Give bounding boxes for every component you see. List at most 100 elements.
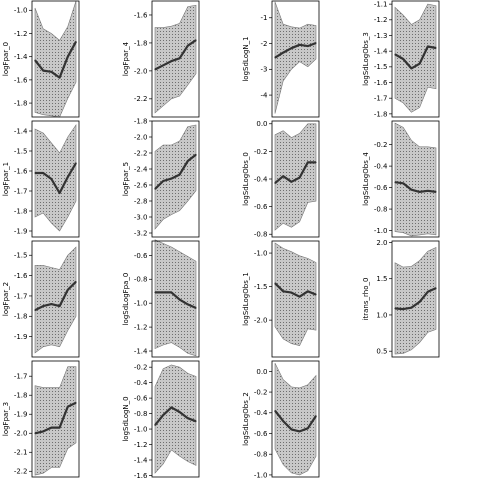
data-point bbox=[59, 305, 61, 307]
y-tick-label: -2.2 bbox=[134, 149, 148, 157]
y-tick-label: -1.0 bbox=[14, 7, 28, 15]
y-tick-label: -1.9 bbox=[14, 411, 28, 419]
data-point bbox=[154, 68, 156, 71]
data-point bbox=[402, 58, 404, 60]
data-point bbox=[50, 71, 53, 73]
data-point bbox=[307, 427, 309, 429]
y-tick-label: -1.4 bbox=[14, 127, 28, 135]
data-point bbox=[299, 177, 301, 179]
confidence-band bbox=[394, 122, 437, 237]
y-axis-label: logSdLogN_0 bbox=[122, 396, 130, 441]
data-point bbox=[290, 181, 292, 183]
data-point bbox=[195, 307, 197, 309]
confidence-band bbox=[154, 364, 197, 474]
y-tick-label: -2.0 bbox=[134, 67, 148, 75]
data-point bbox=[50, 427, 53, 429]
y-axis-label: logFpar_0 bbox=[2, 42, 10, 76]
y-tick-label: 1.0 bbox=[376, 311, 387, 319]
y-tick-label: -0.8 bbox=[254, 231, 268, 239]
y-axis-label: logSdLogObs_4 bbox=[362, 152, 370, 206]
y-tick-label: 2.0 bbox=[376, 239, 387, 247]
data-point bbox=[315, 294, 317, 296]
panel-logFpar_0: -1.0 -1.2 -1.4 -1.6 -1.8 logFpar_0 bbox=[2, 0, 80, 118]
data-point bbox=[419, 191, 421, 193]
data-point bbox=[195, 154, 197, 156]
data-point bbox=[435, 287, 437, 289]
y-tick-label: -1.7 bbox=[374, 95, 388, 103]
data-point bbox=[42, 70, 44, 72]
data-point bbox=[274, 182, 276, 184]
panel-logFpar_2: -1.5 -1.6 -1.7 -1.8 -1.9 logFpar_2 bbox=[2, 240, 80, 358]
estimate-line bbox=[34, 280, 77, 312]
estimate-line bbox=[154, 406, 197, 426]
y-tick-label: -1.9 bbox=[14, 227, 28, 235]
estimate-line bbox=[154, 39, 197, 71]
data-point bbox=[394, 307, 396, 309]
data-point bbox=[179, 299, 181, 301]
y-tick-label: -1.0 bbox=[134, 300, 148, 308]
y-tick-label: -1.4 bbox=[14, 53, 28, 61]
data-point bbox=[290, 428, 292, 430]
panel-itrans_rho_0: 2.0 1.5 1.0 0.5 itrans_rho_0 bbox=[362, 239, 440, 358]
confidence-band bbox=[274, 362, 317, 476]
y-tick-label: -0.6 bbox=[254, 203, 268, 211]
data-point bbox=[34, 172, 36, 174]
y-tick-label: -1.6 bbox=[14, 76, 28, 84]
axes-frame bbox=[151, 0, 200, 118]
data-point bbox=[290, 47, 292, 49]
data-point bbox=[187, 417, 189, 419]
y-tick-label: -1.0 bbox=[254, 249, 268, 257]
data-point bbox=[67, 406, 69, 408]
data-point bbox=[59, 77, 61, 79]
data-point bbox=[410, 67, 412, 69]
axes-frame bbox=[31, 240, 80, 358]
confidence-band bbox=[394, 3, 437, 113]
data-point bbox=[307, 290, 309, 292]
panel-logFpar_5: -1.8 -2.0 -2.2 -2.4 -2.6 -2.8 -3.0 -3.2 logFpar_… bbox=[122, 117, 200, 238]
data-point bbox=[195, 39, 197, 41]
y-tick-label: -2.4 bbox=[134, 165, 148, 173]
data-point bbox=[154, 188, 156, 190]
y-tick-label: -1.7 bbox=[14, 292, 28, 300]
data-point bbox=[290, 292, 292, 294]
y-tick-label: -0.8 bbox=[134, 410, 148, 418]
y-tick-label: -1.2 bbox=[134, 324, 148, 332]
y-tick-label: -1.6 bbox=[14, 167, 28, 175]
panel-logSdLogN_1: -1 -2 -3 -4 logSdLogN_1 bbox=[242, 0, 320, 118]
y-tick-label: -0.2 bbox=[374, 141, 388, 149]
axes-frame bbox=[391, 240, 440, 358]
y-tick-label: -1.4 bbox=[374, 48, 388, 56]
data-point bbox=[274, 282, 276, 284]
data-point bbox=[195, 420, 197, 422]
y-tick-label: -2.0 bbox=[14, 430, 28, 438]
y-tick-label: -1.8 bbox=[14, 99, 28, 107]
data-point bbox=[170, 60, 172, 62]
confidence-band bbox=[34, 124, 77, 232]
y-tick-label: -3 bbox=[261, 66, 268, 74]
panel-logSdLogObs_4: -0.2 -0.4 -0.6 -0.8 -1.0 logSdLogObs_4 bbox=[362, 120, 440, 238]
y-tick-label: -0.2 bbox=[134, 364, 148, 372]
y-tick-label: -1.0 bbox=[134, 425, 148, 433]
data-point bbox=[162, 64, 164, 66]
y-tick-label: -1.2 bbox=[374, 16, 388, 24]
estimate-line bbox=[35, 162, 77, 195]
y-tick-label: -0.6 bbox=[134, 395, 148, 403]
y-tick-label: 1.5 bbox=[376, 275, 387, 283]
y-tick-label: -1.5 bbox=[254, 283, 268, 291]
data-point bbox=[59, 192, 61, 194]
estimate-line bbox=[154, 153, 197, 190]
data-point bbox=[162, 414, 164, 416]
y-tick-label: -1.8 bbox=[134, 117, 148, 125]
y-tick-label: 0.0 bbox=[256, 120, 267, 128]
y-tick-label: 0.0 bbox=[256, 368, 267, 376]
axes-frame bbox=[151, 120, 200, 238]
data-point bbox=[394, 53, 396, 55]
y-tick-label: -1.7 bbox=[14, 373, 28, 381]
data-point bbox=[34, 432, 36, 434]
estimate-line bbox=[394, 181, 437, 193]
panel-logSdLogN_0: -0.2 -0.4 -0.6 -0.8 -1.0 -1.2 -1.4 -1.6 logSdLog… bbox=[122, 360, 200, 480]
y-tick-label: -1.2 bbox=[14, 30, 28, 38]
data-point bbox=[75, 41, 77, 43]
estimate-line bbox=[34, 41, 77, 79]
data-point bbox=[282, 420, 284, 422]
